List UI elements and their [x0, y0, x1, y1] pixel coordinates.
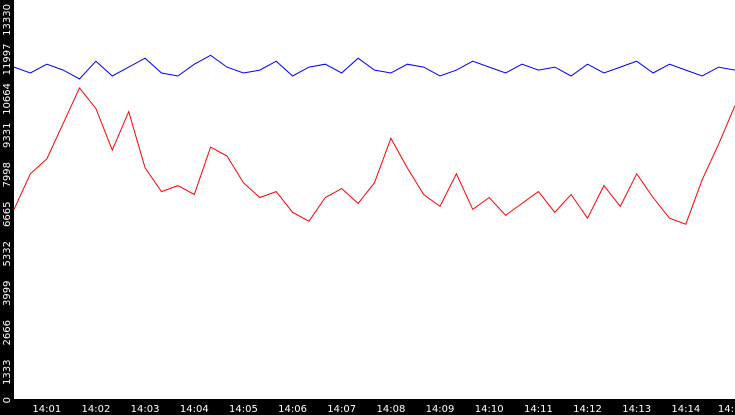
x-tick-label: 14:13 — [622, 404, 651, 415]
x-tick-label: 14:04 — [180, 404, 209, 415]
y-tick-label: 11997 — [2, 44, 13, 76]
y-tick-label: 3999 — [2, 281, 13, 306]
series-layer — [13, 54, 735, 225]
y-tick-label: 6665 — [2, 202, 13, 227]
x-tick-label: 14:06 — [278, 404, 307, 415]
y-tick-label: 10664 — [2, 83, 13, 115]
y-tick-label: 5332 — [2, 241, 13, 266]
x-tick-label: 14:01 — [32, 404, 61, 415]
y-tick-labels: 0 1333 2666 3999 5332 6665 7998 9331 10664 11997 1… — [2, 4, 13, 403]
y-tick-label: 1333 — [2, 360, 13, 385]
x-tick-label: 14:07 — [327, 404, 356, 415]
x-tick-label: 14:02 — [81, 404, 110, 415]
x-tick-label: 14:09 — [426, 404, 455, 415]
x-tick-label: 14:11 — [524, 404, 553, 415]
x-axis-band — [0, 399, 735, 415]
y-tick-label: 13330 — [2, 4, 13, 36]
y-tick-label: 7998 — [2, 162, 13, 187]
y-tick-label: 9331 — [2, 123, 13, 148]
x-tick-label: 14:12 — [573, 404, 602, 415]
x-tick-label: 14:14 — [671, 404, 700, 415]
x-tick-labels: 14:01 14:02 14:03 14:04 14:05 14:06 14:07 14:08… — [32, 404, 734, 415]
y-tick-label: 2666 — [2, 320, 13, 345]
x-tick-label: 14:08 — [376, 404, 405, 415]
series-line-2 — [13, 86, 735, 225]
x-tick-label: 14: — [718, 404, 734, 415]
x-tick-label: 14:05 — [229, 404, 258, 415]
x-tick-label: 14:10 — [475, 404, 504, 415]
series-line-1 — [13, 54, 735, 80]
x-tick-label: 14:03 — [131, 404, 160, 415]
y-tick-label: 0 — [2, 397, 13, 403]
y-axis-band — [0, 0, 14, 415]
